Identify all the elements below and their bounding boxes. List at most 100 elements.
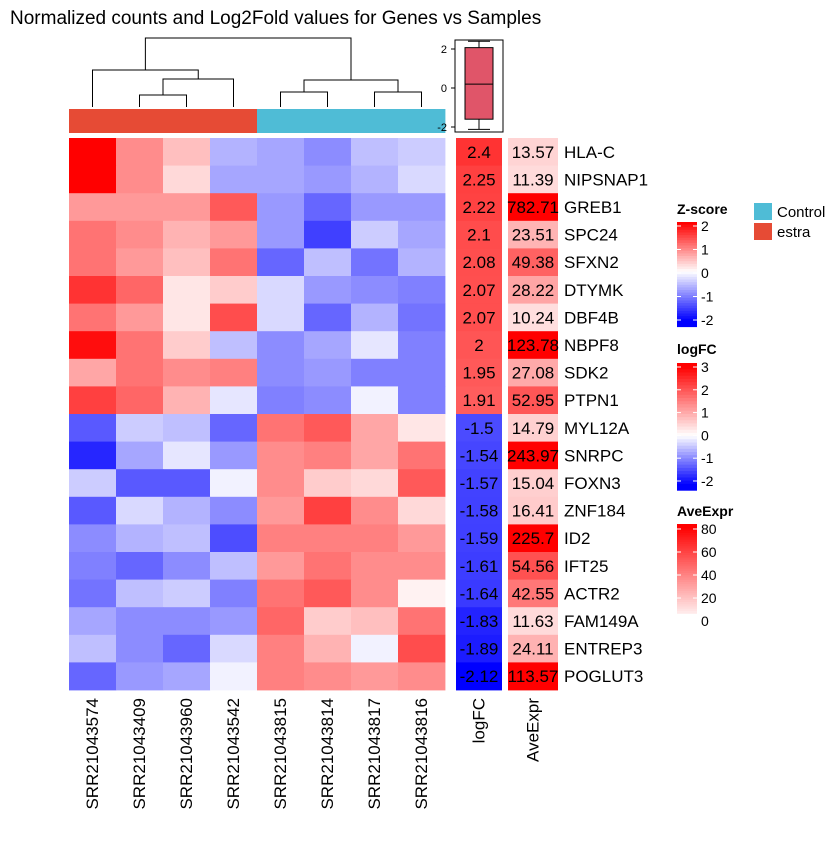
logfc-value: -2.12 — [460, 667, 499, 686]
heatmap-cell — [257, 634, 305, 663]
aveexpr-cell — [508, 193, 558, 222]
heatmap-cell — [257, 138, 305, 166]
heatmap-cell — [69, 248, 117, 277]
zscore-legend-swatch — [677, 305, 697, 309]
zscore-legend-swatch — [677, 224, 697, 228]
zscore-legend-swatch — [677, 250, 697, 254]
heatmap-cell — [304, 552, 352, 580]
logfc-legend-label: 2 — [701, 382, 709, 398]
logfc-cell — [456, 524, 502, 553]
logfc-legend-swatch — [677, 388, 697, 393]
heatmap-cell — [163, 496, 211, 525]
aveexpr-cell — [508, 138, 558, 166]
dendrogram-link — [303, 79, 399, 92]
logfc-legend-swatch — [677, 378, 697, 383]
aveexpr-value: 52.95 — [512, 391, 555, 410]
aveexpr-legend-swatch — [677, 559, 697, 563]
heatmap-cell — [116, 358, 164, 387]
aveexpr-legend-swatch — [677, 553, 697, 556]
aveexpr-legend-swatch — [677, 537, 697, 541]
heatmap-cell — [69, 138, 117, 166]
heatmap-cell — [398, 662, 446, 691]
aveexpr-legend-swatch — [677, 561, 697, 565]
gene-label: ID2 — [564, 529, 590, 548]
heatmap-cell — [351, 496, 399, 525]
zscore-legend-swatch — [677, 229, 697, 233]
zscore-legend-swatch — [677, 282, 697, 286]
logfc-legend-swatch — [677, 487, 697, 491]
aveexpr-legend-swatch — [677, 586, 697, 590]
aveexpr-cell — [508, 441, 558, 470]
heatmap-cell — [116, 414, 164, 442]
heatmap-cell — [163, 441, 211, 470]
heatmap-cell — [210, 138, 258, 166]
aveexpr-cell — [508, 552, 558, 580]
heatmap-cell — [351, 386, 399, 415]
zscore-legend-swatch — [677, 297, 697, 301]
heatmap-cell — [210, 248, 258, 277]
heatmap-cell — [163, 579, 211, 608]
heatmap-cell — [210, 634, 258, 663]
heatmap-cell — [351, 303, 399, 332]
heatmap-cell — [257, 552, 305, 580]
heatmap-cell — [163, 165, 211, 194]
heatmap-cell — [257, 414, 305, 442]
heatmap-cell — [116, 441, 164, 470]
heatmap-cell — [210, 607, 258, 636]
sample-label: SRR21043960 — [177, 698, 196, 810]
logfc-legend-swatch — [677, 401, 697, 405]
aveexpr-value: 54.56 — [512, 557, 555, 576]
logfc-cell — [456, 358, 502, 387]
heatmap-cell — [257, 303, 305, 332]
heatmap-cell — [351, 220, 399, 249]
aveexpr-cell — [508, 358, 558, 387]
aveexpr-legend-label: 0 — [701, 613, 709, 629]
logfc-value: 2.07 — [462, 281, 495, 300]
aveexpr-legend-swatch — [677, 608, 697, 612]
heatmap-cell — [257, 193, 305, 222]
logfc-legend-swatch — [677, 363, 697, 367]
aveexpr-cell — [508, 524, 558, 553]
aveexpr-cell — [508, 220, 558, 249]
heatmap-cell — [351, 607, 399, 636]
zscore-legend-swatch — [677, 292, 697, 296]
heatmap-cell — [398, 441, 446, 470]
gene-label: SDK2 — [564, 364, 608, 383]
gene-label: NIPSNAP1 — [564, 170, 648, 189]
gene-label: FAM149A — [564, 612, 639, 631]
logfc-value: -1.83 — [460, 612, 499, 631]
logfc-value: -1.57 — [460, 474, 499, 493]
aveexpr-value: 782.71 — [507, 198, 559, 217]
heatmap-cell — [116, 165, 164, 194]
heatmap-cell — [116, 524, 164, 553]
aveexpr-cell — [508, 303, 558, 332]
logfc-legend-swatch — [677, 398, 697, 402]
heatmap-cell — [210, 524, 258, 553]
aveexpr-legend-label: 20 — [701, 590, 717, 606]
heatmap-cell — [163, 552, 211, 580]
heatmap-cell — [69, 607, 117, 636]
group-legend-label: Control — [777, 204, 825, 221]
aveexpr-column-label: AveExpr — [524, 698, 543, 762]
aveexpr-legend-swatch — [677, 588, 697, 592]
heatmap-cell — [69, 524, 117, 553]
group-annotation-cell — [69, 109, 117, 133]
aveexpr-legend-swatch — [677, 564, 697, 567]
heatmap-cell — [398, 579, 446, 608]
aveexpr-legend-swatch — [677, 604, 697, 608]
aveexpr-legend-label: 60 — [701, 544, 717, 560]
logfc-legend-swatch — [677, 382, 697, 386]
aveexpr-value: 11.39 — [512, 170, 553, 189]
zscore-legend-swatch — [677, 248, 697, 252]
gene-label: NBPF8 — [564, 336, 619, 355]
logfc-legend-swatch — [677, 442, 697, 447]
heatmap-cell — [398, 193, 446, 222]
heatmap-cell — [257, 524, 305, 553]
aveexpr-legend-swatch — [677, 577, 697, 581]
heatmap-cell — [398, 303, 446, 332]
heatmap-cell — [210, 358, 258, 387]
heatmap-cell — [304, 607, 352, 636]
zscore-legend-swatch — [677, 290, 697, 294]
dendrogram-link — [139, 94, 187, 107]
